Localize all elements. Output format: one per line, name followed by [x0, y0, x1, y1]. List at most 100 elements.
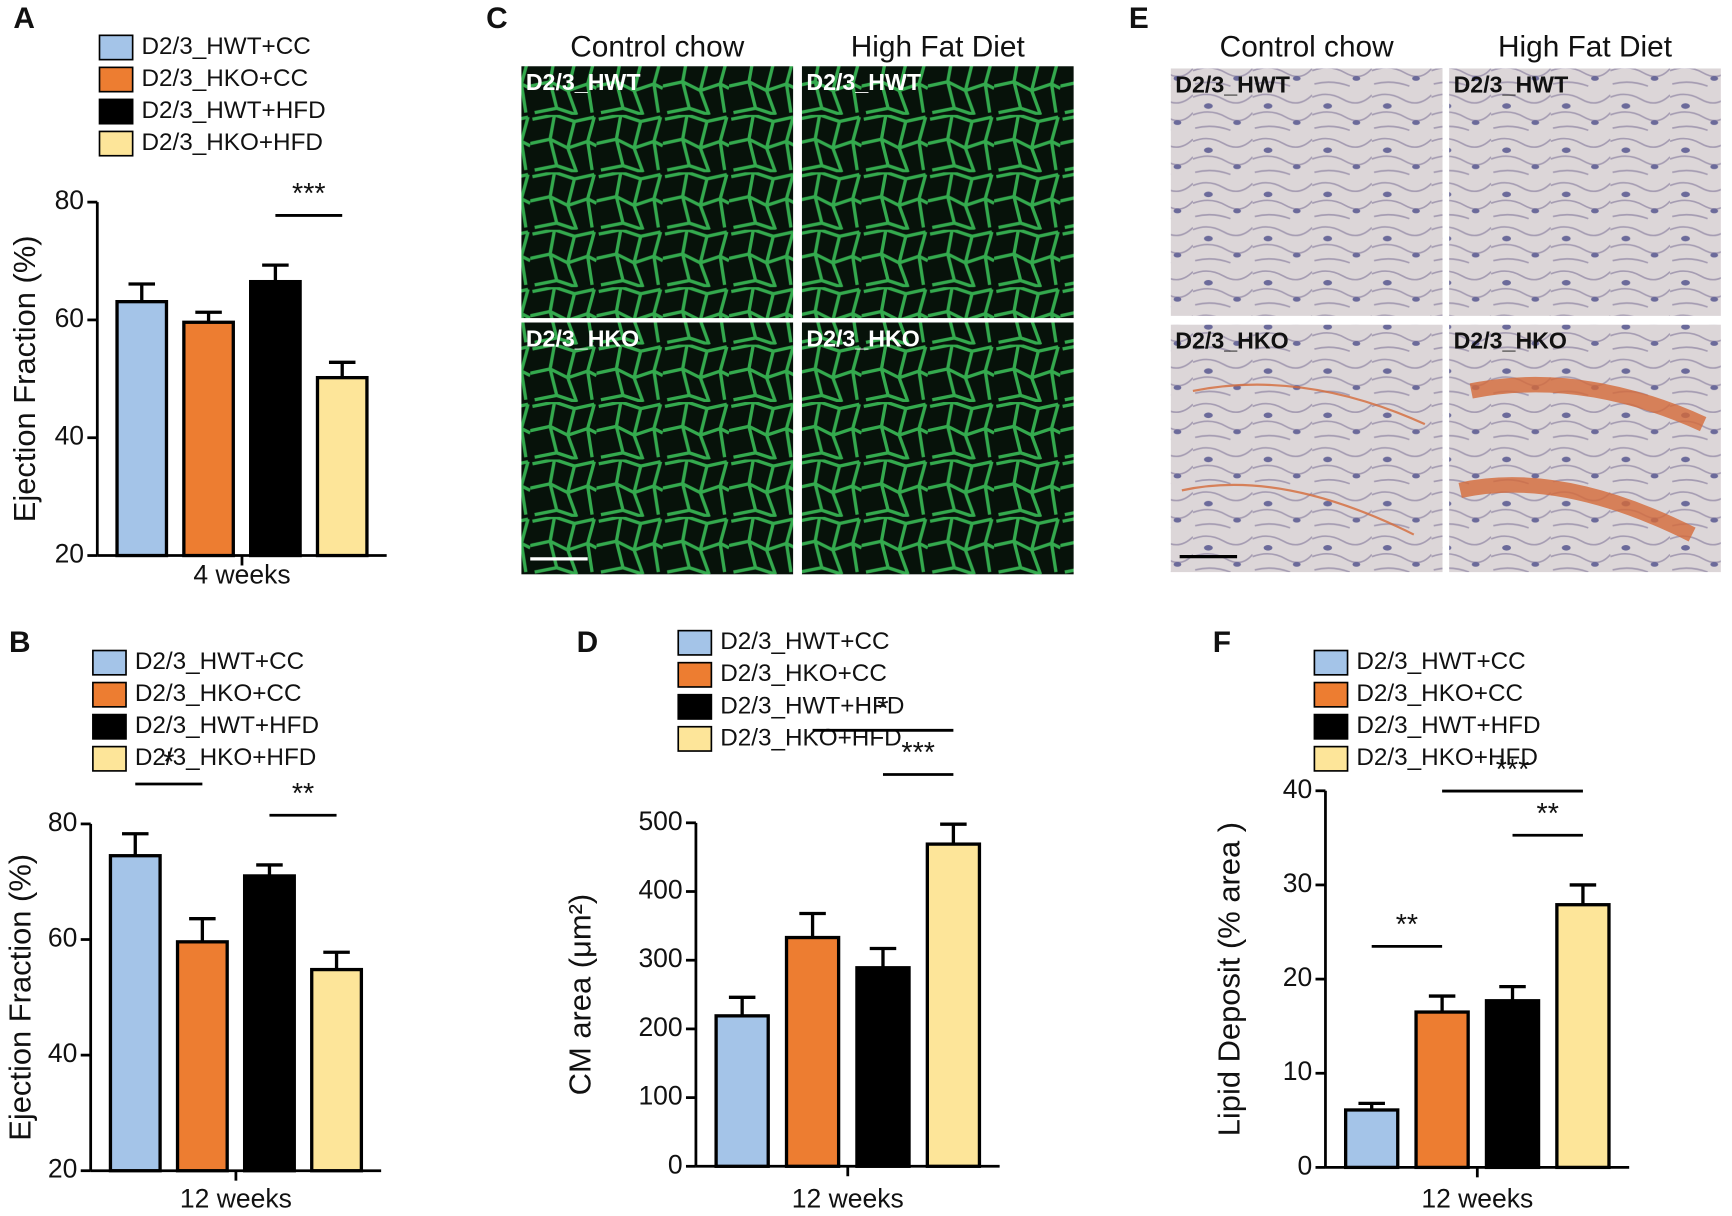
y-tick-label: 20 — [1283, 962, 1312, 992]
x-category-label: 12 weeks — [1421, 1184, 1533, 1214]
y-tick-label: 100 — [638, 1081, 682, 1111]
legend-label: D2/3_HWT+HFD — [135, 712, 319, 739]
legend-swatch — [1313, 681, 1349, 708]
legend-label: D2/3_HKO+CC — [141, 65, 308, 92]
panel-label: B — [9, 626, 31, 659]
y-tick-label: 0 — [668, 1149, 683, 1179]
y-tick-label: 500 — [638, 806, 682, 836]
legend-swatch — [677, 661, 713, 688]
tile-label: D2/3_HKO — [806, 325, 919, 351]
y-tick-label: 40 — [1283, 774, 1312, 804]
legend-label: D2/3_HKO+HFD — [1356, 744, 1538, 771]
y-tick-label: 300 — [638, 943, 682, 973]
legend-label: D2/3_HKO+CC — [720, 660, 887, 687]
bar — [784, 935, 841, 1168]
micrograph — [1449, 68, 1721, 316]
bar — [855, 966, 911, 1168]
legend-label: D2/3_HWT+CC — [141, 33, 310, 60]
lipid-stain — [1181, 383, 1426, 536]
legend-swatch — [98, 34, 134, 61]
significance-label: * — [877, 693, 888, 725]
panel-label: D — [577, 626, 599, 659]
bar — [1343, 1108, 1400, 1170]
significance-label: *** — [292, 178, 326, 210]
y-tick-label: 200 — [638, 1012, 682, 1042]
bar — [925, 842, 982, 1168]
bar — [115, 300, 169, 558]
legend-label: D2/3_HWT+HFD — [141, 97, 325, 124]
tile-label: D2/3_HWT — [1454, 71, 1569, 97]
significance-label: ** — [292, 778, 314, 810]
legend-swatch — [1313, 713, 1349, 740]
bar — [108, 854, 162, 1173]
legend-swatch — [1313, 745, 1349, 772]
y-tick-label: 400 — [638, 875, 682, 905]
legend-label: D2/3_HKO+HFD — [720, 724, 902, 751]
bar — [1555, 903, 1611, 1170]
bar — [175, 940, 229, 1173]
y-axis-title: Ejection Fraction (%) — [7, 235, 42, 522]
micrograph — [521, 322, 794, 575]
bar — [1414, 1010, 1470, 1170]
tile-label: D2/3_HWT — [526, 69, 641, 95]
legend-swatch — [92, 745, 127, 772]
legend-label: D2/3_HKO+CC — [135, 680, 302, 707]
tile-label: D2/3_HKO — [1175, 328, 1288, 354]
column-title: High Fat Diet — [851, 30, 1026, 63]
tile-label: D2/3_HKO — [526, 325, 639, 351]
bar — [714, 1014, 770, 1168]
y-tick-label: 80 — [48, 807, 77, 837]
y-tick-label: 10 — [1283, 1056, 1312, 1086]
column-title: High Fat Diet — [1498, 30, 1673, 63]
legend-label: D2/3_HKO+HFD — [135, 744, 317, 771]
legend-swatch — [98, 98, 134, 125]
x-category-label: 12 weeks — [180, 1184, 292, 1214]
y-tick-label: 20 — [48, 1154, 77, 1184]
legend-label: D2/3_HWT+CC — [135, 648, 304, 675]
micrograph — [1170, 324, 1443, 573]
panel-label: C — [486, 2, 508, 35]
y-tick-label: 60 — [55, 303, 84, 333]
micrograph — [1170, 68, 1443, 316]
bar — [315, 375, 369, 558]
lipid-stain — [1458, 376, 1707, 542]
column-title: Control chow — [570, 30, 744, 63]
legend-swatch — [677, 629, 713, 656]
y-tick-label: 60 — [48, 923, 77, 953]
legend-label: D2/3_HWT+CC — [720, 628, 889, 655]
x-category-label: 4 weeks — [193, 560, 290, 590]
legend-label: D2/3_HKO+CC — [1356, 680, 1523, 707]
significance-label: *** — [901, 737, 935, 769]
legend-label: D2/3_HKO+HFD — [141, 129, 323, 156]
y-axis-title: Lipid Deposit (% area ) — [1212, 822, 1247, 1136]
bar — [242, 874, 296, 1173]
legend-label: D2/3_HWT+HFD — [720, 692, 904, 719]
tile-label: D2/3_HWT — [1175, 71, 1290, 97]
micrograph — [801, 66, 1074, 319]
panel-label: F — [1213, 626, 1231, 659]
legend-swatch — [92, 649, 127, 676]
panel-label: E — [1129, 2, 1149, 35]
bar — [249, 279, 302, 558]
tile-label: D2/3_HKO — [1454, 328, 1567, 354]
x-category-label: 12 weeks — [792, 1184, 904, 1214]
legend-swatch — [92, 713, 127, 740]
panel-label: A — [13, 2, 35, 35]
tile-label: D2/3_HWT — [806, 69, 921, 95]
y-tick-label: 0 — [1297, 1150, 1312, 1180]
legend-swatch — [98, 66, 134, 93]
micrograph — [801, 322, 1074, 575]
bar — [182, 320, 235, 558]
y-axis-title: CM area (μm²) — [562, 894, 597, 1096]
y-tick-label: 40 — [48, 1038, 77, 1068]
legend-swatch — [1313, 649, 1349, 676]
bar — [1484, 999, 1541, 1170]
legend-swatch — [677, 693, 713, 720]
legend-label: D2/3_HWT+HFD — [1356, 712, 1540, 739]
bar — [310, 967, 364, 1173]
y-axis-title: Ejection Fraction (%) — [2, 854, 37, 1141]
significance-label: ** — [1396, 909, 1418, 941]
significance-label: * — [163, 747, 174, 779]
y-tick-label: 80 — [55, 185, 84, 215]
